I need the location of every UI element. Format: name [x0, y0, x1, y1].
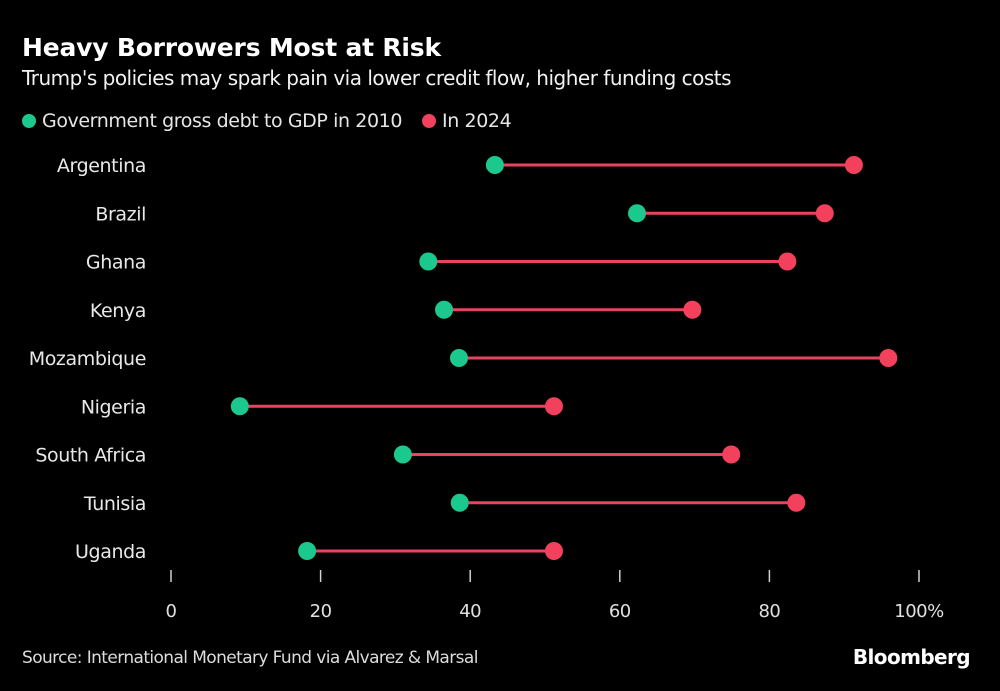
- point-2010-south-africa: [393, 445, 412, 464]
- point-2010-tunisia: [450, 493, 469, 512]
- point-2010-kenya: [435, 300, 454, 319]
- legend-marker-2024: [422, 114, 437, 128]
- source-note: Source: International Monetary Fund via …: [22, 648, 478, 668]
- point-2024-kenya: [683, 300, 702, 319]
- point-2010-ghana: [419, 252, 438, 271]
- legend-item-2024: In 2024: [422, 110, 512, 132]
- chart-subtitle: Trump's policies may spark pain via lowe…: [22, 66, 732, 90]
- category-label-kenya: Kenya: [90, 300, 146, 322]
- legend-label-2010: Government gross debt to GDP in 2010: [42, 110, 403, 132]
- point-2024-nigeria: [544, 397, 563, 416]
- point-2010-uganda: [298, 542, 317, 560]
- x-tick-label-40: 40: [459, 601, 481, 622]
- point-2024-mozambique: [879, 349, 898, 367]
- legend-item-2010: Government gross debt to GDP in 2010: [22, 110, 402, 132]
- point-2024-tunisia: [787, 493, 806, 512]
- x-tick-label-20: 20: [310, 601, 332, 622]
- point-2010-mozambique: [449, 349, 468, 367]
- point-2010-argentina: [485, 156, 504, 174]
- category-label-nigeria: Nigeria: [81, 396, 146, 418]
- point-2024-argentina: [844, 156, 863, 174]
- category-label-tunisia: Tunisia: [83, 493, 146, 515]
- point-2024-uganda: [544, 542, 563, 560]
- category-label-ghana: Ghana: [86, 252, 146, 274]
- point-2024-ghana: [778, 252, 797, 271]
- bloomberg-logo: Bloomberg: [852, 645, 971, 669]
- point-2010-nigeria: [230, 397, 249, 416]
- x-tick-label-0: 0: [166, 601, 177, 622]
- legend-label-2024: In 2024: [442, 110, 512, 132]
- legend-marker-2010: [22, 114, 36, 128]
- category-label-mozambique: Mozambique: [29, 348, 146, 370]
- point-2024-brazil: [815, 204, 834, 223]
- category-label-uganda: Uganda: [75, 541, 146, 563]
- point-2024-south-africa: [722, 445, 741, 464]
- category-label-argentina: Argentina: [57, 155, 146, 177]
- category-label-south-africa: South Africa: [35, 445, 146, 467]
- chart-title: Heavy Borrowers Most at Risk: [22, 33, 441, 62]
- x-tick-label-100: 100%: [894, 601, 944, 622]
- legend: Government gross debt to GDP in 2010 In …: [22, 110, 531, 132]
- point-2010-brazil: [628, 204, 647, 223]
- category-label-brazil: Brazil: [95, 203, 146, 225]
- x-tick-label-60: 60: [609, 601, 631, 622]
- x-tick-label-80: 80: [758, 601, 780, 622]
